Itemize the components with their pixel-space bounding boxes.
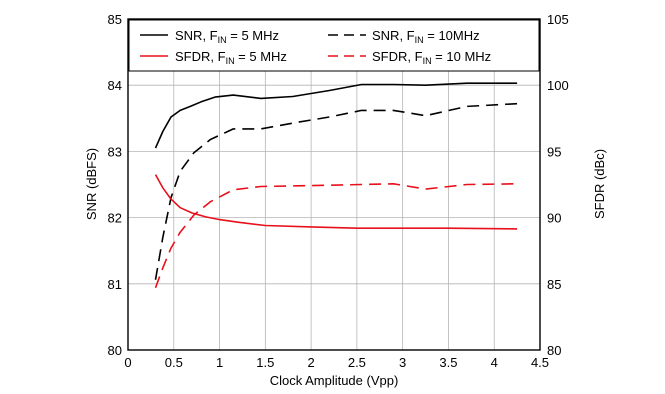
legend-label-sfdr-5mhz: SFDR, FIN = 5 MHz <box>175 49 287 66</box>
plot-frame <box>127 18 541 351</box>
legend-label-sfdr-5mhz-rest: = 5 MHz <box>235 49 287 64</box>
y-left-tick-label: 81 <box>108 277 122 292</box>
y-right-tick-label: 85 <box>547 277 561 292</box>
legend-label-snr-5mhz-main: SNR, F <box>175 28 218 43</box>
legend-label-snr-10mhz-main: SNR, F <box>372 28 415 43</box>
x-tick-label: 0.5 <box>165 355 183 370</box>
x-tick-label: 4.5 <box>531 355 549 370</box>
x-tick-label: 4 <box>491 355 498 370</box>
series-line-snr-10mhz <box>154 102 518 280</box>
legend-label-snr-5mhz-sub: IN <box>218 35 227 45</box>
y-right-tick-label: 80 <box>547 343 561 358</box>
y-right-tick-label: 105 <box>547 12 569 27</box>
series-line-sfdr-10mhz <box>154 183 518 289</box>
x-axis-label: Clock Amplitude (Vpp) <box>270 373 399 388</box>
y-left-tick-labels: 80 81 82 83 84 85 <box>108 12 122 358</box>
x-tick-label: 2 <box>307 355 314 370</box>
x-tick-label: 3.5 <box>439 355 457 370</box>
y-left-tick-label: 84 <box>108 78 122 93</box>
x-tick-label: 1.5 <box>256 355 274 370</box>
y-right-axis-label: SFDR (dBc) <box>592 149 607 219</box>
legend-label-snr-10mhz-sub: IN <box>415 35 424 45</box>
series-line-sfdr-5mhz <box>154 174 518 230</box>
x-tick-label: 1 <box>216 355 223 370</box>
y-right-tick-label: 100 <box>547 78 569 93</box>
y-left-axis-label: SNR (dBFS) <box>84 148 99 220</box>
y-right-tick-labels: 80 85 90 95 100 105 <box>547 12 569 358</box>
series-lines <box>154 82 518 289</box>
x-tick-label: 3 <box>399 355 406 370</box>
y-left-tick-label: 85 <box>108 12 122 27</box>
x-tick-label: 0 <box>124 355 131 370</box>
y-right-tick-label: 95 <box>547 144 561 159</box>
legend-label-snr-10mhz: SNR, FIN = 10MHz <box>372 28 480 45</box>
legend-label-sfdr-10mhz-main: SFDR, F <box>372 49 423 64</box>
legend: SNR, FIN = 5 MHz SNR, FIN = 10MHz SFDR, … <box>128 19 540 72</box>
legend-label-snr-10mhz-rest: = 10MHz <box>424 28 480 43</box>
y-left-tick-label: 80 <box>108 343 122 358</box>
legend-label-sfdr-10mhz-rest: = 10 MHz <box>432 49 492 64</box>
y-left-tick-label: 83 <box>108 144 122 159</box>
y-right-tick-label: 90 <box>547 211 561 226</box>
legend-label-sfdr-5mhz-main: SFDR, F <box>175 49 226 64</box>
y-left-tick-label: 82 <box>108 211 122 226</box>
legend-label-sfdr-5mhz-sub: IN <box>226 56 235 66</box>
series-line-snr-5mhz <box>154 82 518 149</box>
legend-label-snr-5mhz-rest: = 5 MHz <box>227 28 279 43</box>
legend-box <box>128 19 540 72</box>
legend-label-sfdr-10mhz-sub: IN <box>423 56 432 66</box>
x-tick-label: 2.5 <box>348 355 366 370</box>
x-tick-labels: 0 0.5 1 1.5 2 2.5 3 3.5 4 4.5 <box>124 355 549 370</box>
legend-label-snr-5mhz: SNR, FIN = 5 MHz <box>175 28 279 45</box>
legend-label-sfdr-10mhz: SFDR, FIN = 10 MHz <box>372 49 491 66</box>
